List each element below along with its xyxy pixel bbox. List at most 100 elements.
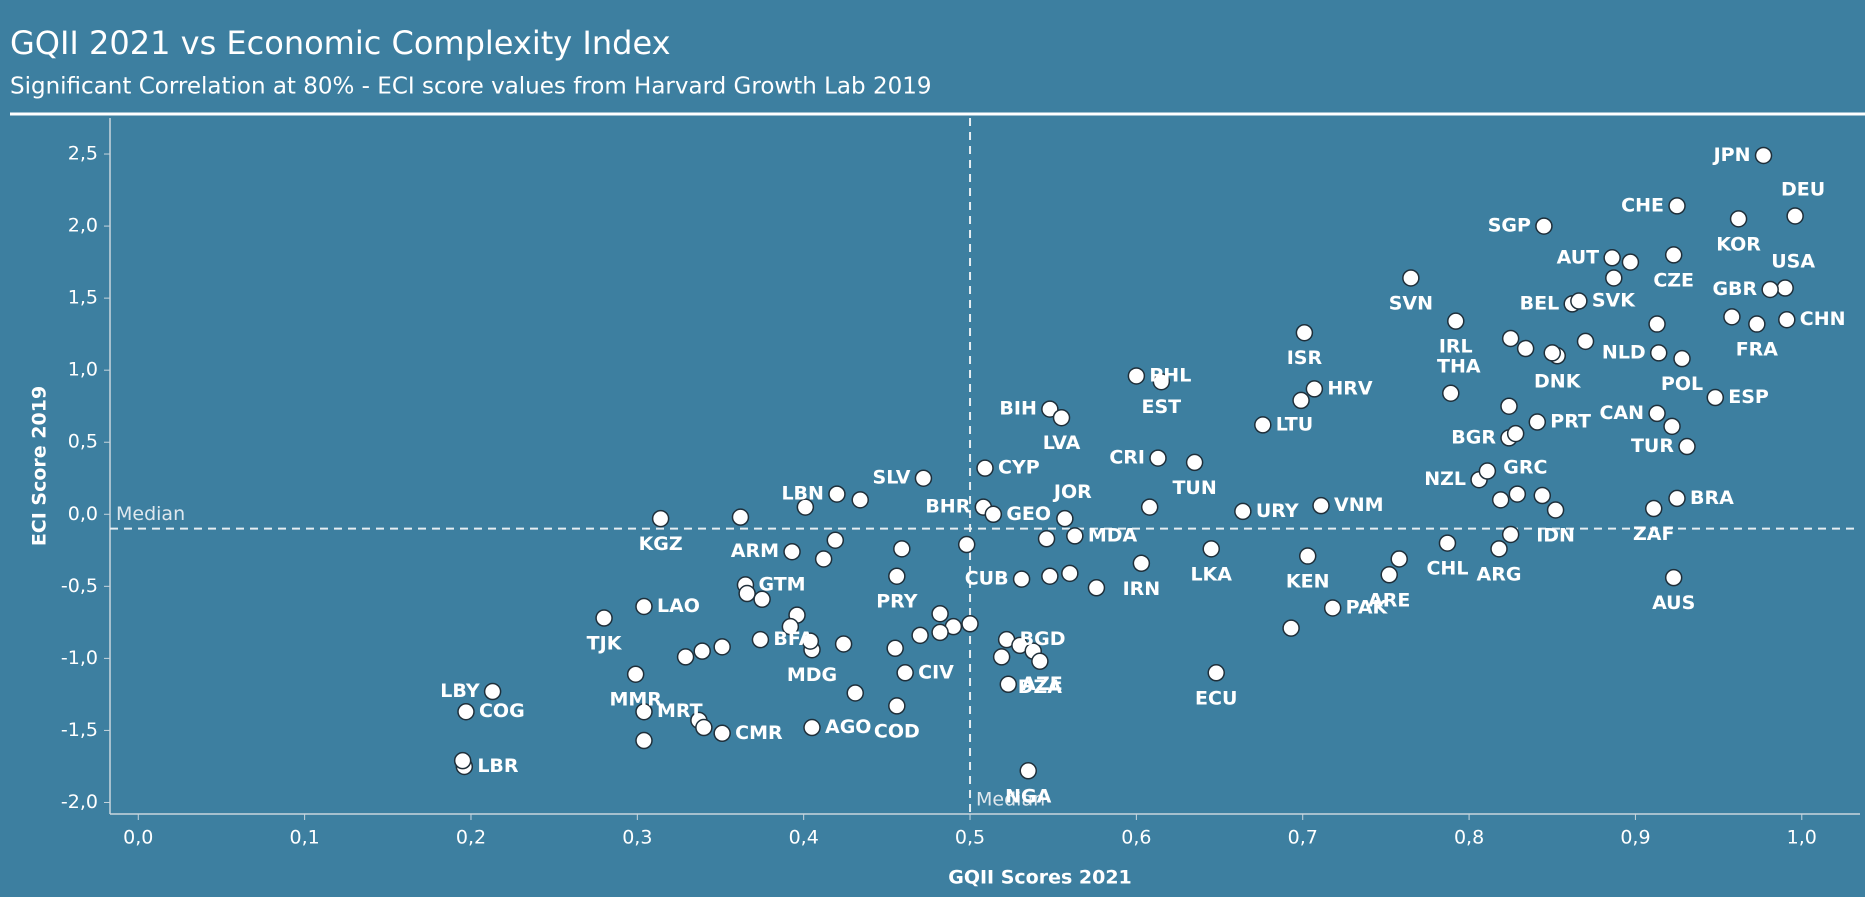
- point: [1061, 564, 1079, 583]
- point: [1442, 384, 1460, 402]
- point: [483, 682, 502, 701]
- point: [931, 623, 949, 642]
- point: [1570, 292, 1588, 310]
- point: [635, 731, 653, 750]
- chart-subtitle: Significant Correlation at 80% - ECI sco…: [10, 74, 931, 100]
- point-label: ARM: [731, 540, 779, 562]
- point-label: PAK: [1346, 596, 1389, 618]
- point-label: LBR: [477, 755, 519, 777]
- point-label: GRC: [1503, 457, 1547, 479]
- point: [1535, 217, 1553, 235]
- point: [651, 509, 670, 528]
- point: [1729, 210, 1748, 228]
- point-label: LBN: [781, 483, 824, 505]
- point: [1491, 491, 1510, 509]
- point: [751, 630, 770, 649]
- point: [1052, 408, 1071, 427]
- x-tick-label: 0,4: [789, 827, 819, 849]
- point: [801, 632, 820, 650]
- point: [814, 550, 833, 568]
- point-label: BIH: [999, 398, 1036, 420]
- point-label: NGA: [1005, 785, 1051, 807]
- point-label: ECU: [1195, 687, 1237, 709]
- point: [635, 597, 653, 616]
- point: [1516, 339, 1535, 358]
- point-label: BRA: [1690, 487, 1734, 509]
- point: [1668, 489, 1686, 508]
- point: [1298, 547, 1317, 565]
- point-label: NLD: [1602, 341, 1646, 363]
- point: [1786, 207, 1804, 225]
- point: [1140, 498, 1159, 516]
- point: [992, 648, 1011, 666]
- point: [1478, 462, 1497, 480]
- point: [1152, 372, 1171, 391]
- point-label: AUT: [1557, 246, 1600, 268]
- point: [1528, 413, 1547, 431]
- point-label: CIV: [918, 661, 954, 683]
- point-label: AZE: [1021, 673, 1062, 695]
- y-tick-label: -1,5: [61, 719, 98, 741]
- point: [1149, 449, 1167, 467]
- point: [1533, 486, 1552, 505]
- point-label: LVA: [1043, 432, 1081, 454]
- point-label: TJK: [587, 633, 623, 655]
- point: [1621, 253, 1640, 271]
- point: [896, 664, 914, 682]
- x-axis-title: GQII Scores 2021: [948, 867, 1132, 889]
- point: [1543, 344, 1562, 362]
- point: [1207, 664, 1225, 682]
- point: [783, 542, 801, 561]
- point: [1282, 619, 1300, 637]
- y-tick-label: 2,0: [68, 215, 98, 237]
- x-tick-label: 0,0: [123, 827, 153, 849]
- point: [1508, 485, 1527, 503]
- x-tick-label: 0,1: [290, 827, 320, 849]
- point-label: EST: [1142, 396, 1182, 418]
- point: [1603, 249, 1621, 267]
- point-label: CZE: [1653, 269, 1694, 291]
- point: [626, 665, 645, 683]
- point: [893, 540, 911, 558]
- point: [851, 491, 869, 509]
- point-label: BEL: [1520, 292, 1560, 314]
- point-label: TUR: [1631, 435, 1674, 457]
- point: [1648, 404, 1666, 423]
- point: [1490, 540, 1508, 558]
- point: [931, 604, 949, 623]
- point-label: URY: [1256, 500, 1299, 522]
- x-tick-label: 0,9: [1620, 827, 1650, 849]
- point: [999, 675, 1018, 694]
- point: [635, 702, 653, 721]
- point-label: CUB: [965, 568, 1009, 590]
- point: [1664, 568, 1683, 587]
- point-label: CMR: [735, 722, 783, 744]
- x-tick-label: 0,3: [622, 827, 652, 849]
- point-label: FRA: [1736, 339, 1779, 361]
- point-label: GTM: [758, 573, 805, 595]
- point: [826, 531, 845, 549]
- point-label: AGO: [825, 716, 871, 738]
- point: [1402, 269, 1420, 287]
- point: [1761, 280, 1779, 299]
- point: [1234, 502, 1252, 521]
- point: [984, 505, 1003, 524]
- point: [1202, 540, 1220, 558]
- point: [886, 639, 904, 658]
- point-label: KGZ: [639, 533, 683, 555]
- point-label: VNM: [1334, 494, 1384, 516]
- point-label: PRT: [1550, 411, 1591, 433]
- point-label: LBY: [440, 680, 480, 702]
- point-label: GEO: [1006, 503, 1051, 525]
- x-tick-label: 0,2: [456, 827, 486, 849]
- point: [1754, 146, 1773, 165]
- point: [888, 697, 906, 715]
- point: [961, 615, 979, 633]
- point: [1748, 315, 1766, 333]
- point: [1664, 246, 1683, 264]
- point: [753, 590, 771, 609]
- point: [731, 508, 750, 526]
- point: [1501, 329, 1520, 348]
